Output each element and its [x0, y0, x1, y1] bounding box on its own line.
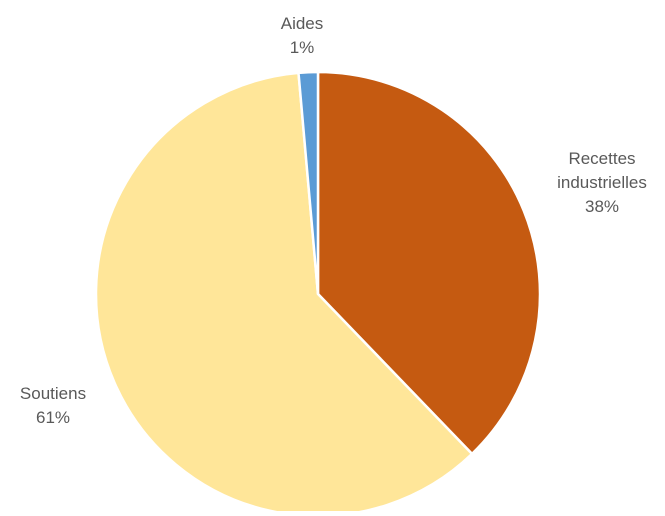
- label-line: Aides: [280, 14, 324, 33]
- label-percent: 61%: [35, 408, 71, 427]
- label-line: Recettes: [568, 149, 636, 168]
- slice-aides: [297, 70, 320, 296]
- label-line: industrielles: [557, 173, 647, 192]
- label-line: Soutiens: [19, 384, 87, 403]
- label-percent: 38%: [584, 197, 620, 216]
- label-soutiens: Soutiens 61%: [0, 382, 106, 430]
- label-aides: Aides 1%: [262, 12, 342, 60]
- label-percent: 1%: [289, 38, 315, 57]
- label-recettes-industrielles: Recettes industrielles 38%: [532, 147, 665, 219]
- slice-recettes-industrielles: [316, 70, 542, 456]
